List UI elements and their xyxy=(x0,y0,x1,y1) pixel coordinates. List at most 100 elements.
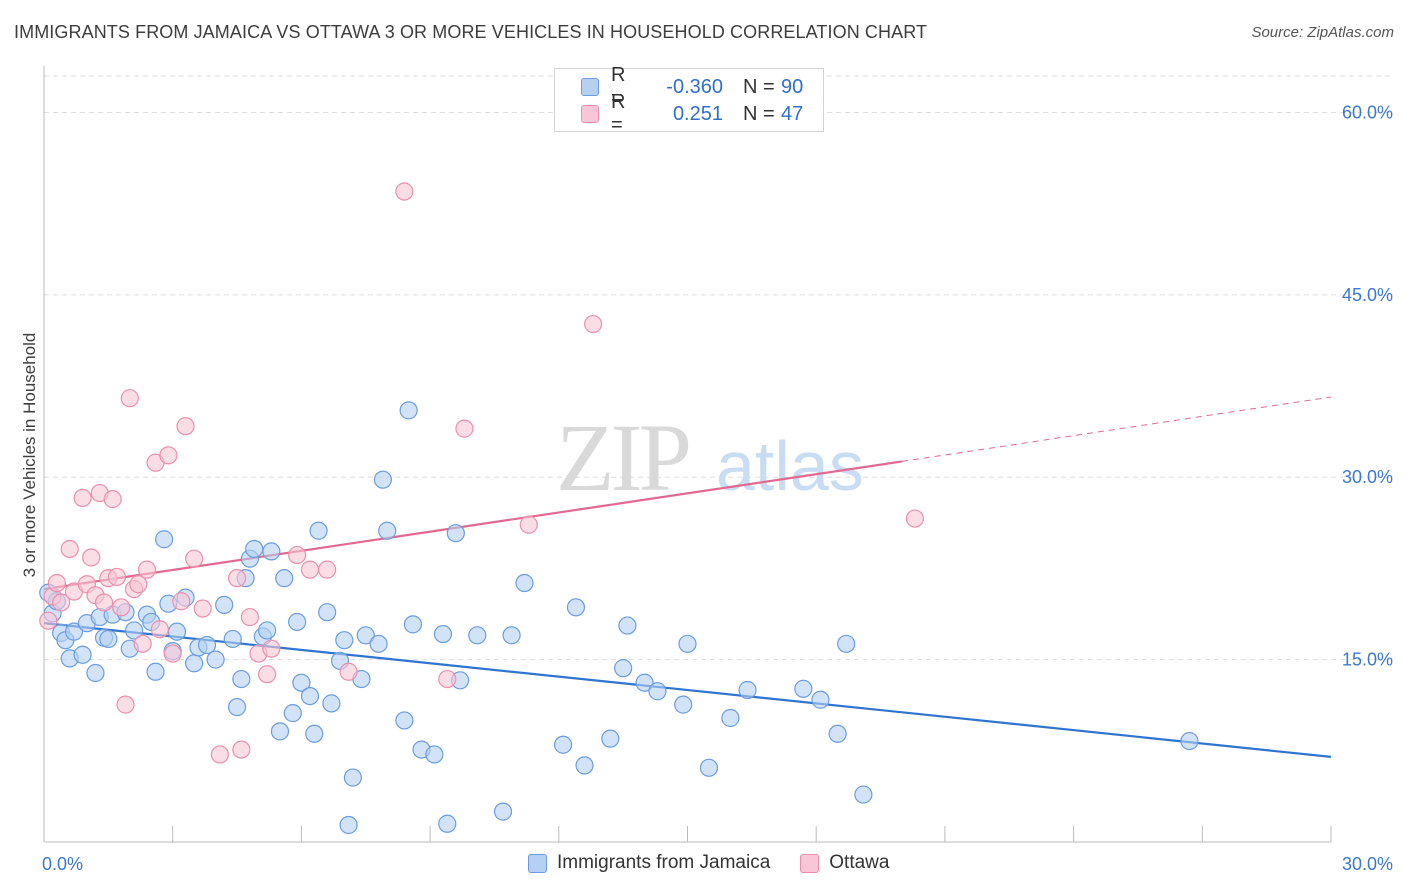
jamaica-point xyxy=(305,724,324,743)
stats-row-jamaica: R = -0.360 N = 90 xyxy=(581,64,804,109)
jamaica-point xyxy=(124,621,144,640)
legend-label-ottawa: Ottawa xyxy=(829,852,890,873)
ottawa-point xyxy=(94,593,114,612)
ottawa-point xyxy=(210,745,229,764)
ottawa-trend-line xyxy=(901,396,1332,462)
jamaica-point xyxy=(674,695,693,714)
svg-text:ZIP: ZIP xyxy=(556,404,689,511)
y-tick-label: 30.0% xyxy=(1342,467,1393,487)
ottawa-point xyxy=(60,539,79,559)
x-tick-label: 0.0% xyxy=(42,854,83,874)
series-legend: Immigrants from Jamaica Ottawa xyxy=(528,852,919,874)
n-value: 47 xyxy=(781,102,804,125)
jamaica-point xyxy=(699,758,719,777)
jamaica-point xyxy=(678,634,697,653)
n-value: 90 xyxy=(781,75,804,98)
jamaica-point xyxy=(438,814,457,833)
ottawa-point xyxy=(120,389,139,408)
chart-title: IMMIGRANTS FROM JAMAICA VS OTTAWA 3 OR M… xyxy=(14,22,928,42)
ottawa-point xyxy=(82,548,101,567)
legend-item-jamaica[interactable]: Immigrants from Jamaica xyxy=(528,852,770,874)
tick-labels: 15.0% 30.0% 45.0% 60.0% 0.0% 30.0% xyxy=(42,102,1393,874)
y-tick-label: 15.0% xyxy=(1342,650,1393,670)
ottawa-point xyxy=(103,490,122,509)
axes xyxy=(43,66,1332,843)
ottawa-point xyxy=(262,639,281,658)
jamaica-point xyxy=(502,626,521,645)
jamaica-point xyxy=(339,815,358,835)
jamaica-point xyxy=(553,735,573,754)
jamaica-point xyxy=(837,634,856,653)
ottawa-point xyxy=(339,662,358,681)
y-tick-label: 45.0% xyxy=(1342,285,1393,305)
jamaica-point xyxy=(794,679,813,698)
jamaica-point xyxy=(828,724,847,743)
ottawa-point xyxy=(185,549,204,568)
jamaica-point xyxy=(618,616,637,635)
jamaica-point xyxy=(197,635,217,655)
jamaica-swatch xyxy=(581,78,599,96)
jamaica-point xyxy=(322,694,341,713)
ottawa-point xyxy=(163,644,182,663)
source-label: Source: ZipAtlas.com xyxy=(1251,24,1394,41)
jamaica-point xyxy=(292,673,311,692)
ottawa-point xyxy=(52,593,71,612)
jamaica-point xyxy=(356,626,375,645)
jamaica-point xyxy=(73,645,92,664)
stats-row-ottawa: R = 0.251 N = 47 xyxy=(581,91,804,136)
ottawa-point xyxy=(519,515,538,534)
jamaica-point xyxy=(575,756,594,775)
jamaica-point xyxy=(446,524,465,543)
stats-legend: R = -0.360 N = 90 R = 0.251 N = 47 xyxy=(554,64,824,136)
jamaica-point xyxy=(1180,731,1199,751)
jamaica-point xyxy=(146,662,165,681)
r-label: R = xyxy=(611,64,626,109)
jamaica-point xyxy=(257,621,277,640)
svg-text:atlas: atlas xyxy=(716,427,864,505)
ottawa-point xyxy=(73,488,92,508)
jamaica-point xyxy=(300,686,320,706)
jamaica-point xyxy=(262,542,281,561)
ottawa-point xyxy=(137,560,157,579)
x-tick-label: 30.0% xyxy=(1342,854,1393,874)
jamaica-point xyxy=(811,690,830,709)
legend-label-jamaica: Immigrants from Jamaica xyxy=(557,852,771,873)
jamaica-point xyxy=(566,598,586,617)
jamaica-point xyxy=(614,659,633,678)
n-label: N = xyxy=(743,75,775,98)
jamaica-point xyxy=(185,654,204,673)
r-label: R = xyxy=(611,91,626,136)
jamaica-point xyxy=(635,673,654,692)
ottawa-point xyxy=(116,695,135,714)
jamaica-point xyxy=(99,629,118,649)
jamaica-point xyxy=(648,682,667,701)
jamaica-point xyxy=(343,768,362,787)
jamaica-point xyxy=(227,697,247,717)
ottawa-point xyxy=(193,599,212,618)
jamaica-point xyxy=(515,573,534,593)
ottawa-trend-line xyxy=(43,460,903,591)
ottawa-point xyxy=(318,560,337,579)
jamaica-point xyxy=(493,802,513,821)
jamaica-point xyxy=(215,595,234,615)
ottawa-point xyxy=(176,417,195,436)
n-label: N = xyxy=(743,102,775,125)
jamaica-point xyxy=(721,708,740,728)
jamaica-point xyxy=(288,612,307,632)
jamaica-point xyxy=(155,530,174,549)
legend-item-ottawa[interactable]: Ottawa xyxy=(800,852,889,874)
ottawa-point xyxy=(129,575,148,594)
ottawa-point xyxy=(107,567,127,587)
jamaica-point xyxy=(309,521,328,540)
jamaica-point xyxy=(335,631,354,650)
jamaica-point xyxy=(223,629,242,649)
y-axis-title: 3 or more Vehicles in Household xyxy=(20,332,39,578)
r-value: 0.251 xyxy=(672,102,723,125)
ottawa-point xyxy=(159,446,178,465)
jamaica-point xyxy=(468,626,487,645)
ottawa-point xyxy=(395,182,414,201)
jamaica-point xyxy=(373,470,393,489)
r-value: -0.360 xyxy=(666,75,723,98)
watermark: ZIP atlas xyxy=(556,404,864,511)
